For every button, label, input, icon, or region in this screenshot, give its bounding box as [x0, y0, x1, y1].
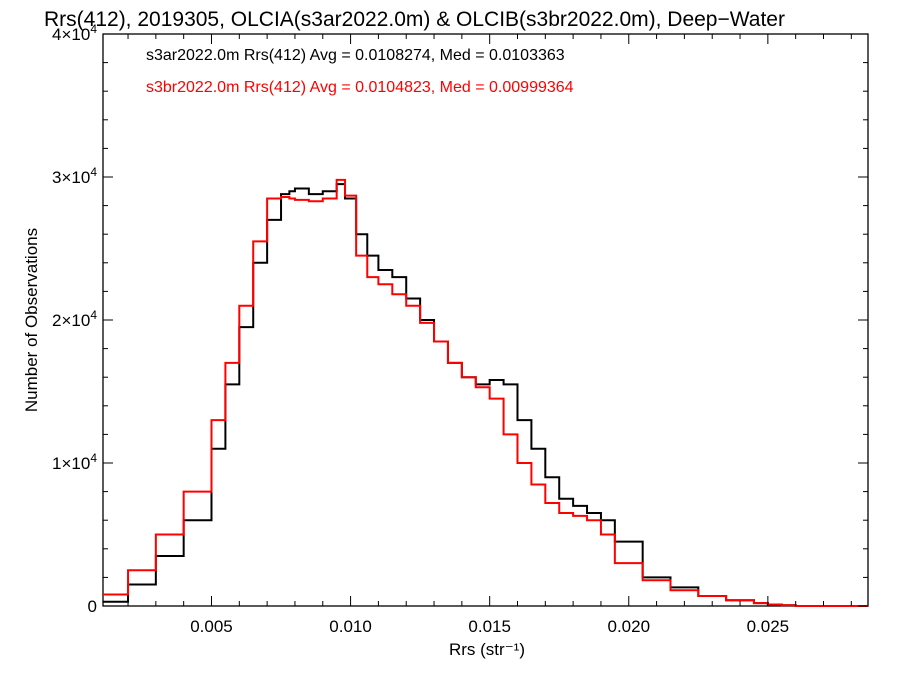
legend: s3ar2022.0m Rrs(412) Avg = 0.0108274, Me…	[146, 47, 574, 96]
chart-title: Rrs(412), 2019305, OLCIA(s3ar2022.0m) & …	[44, 8, 785, 31]
x-tick-label: 0.010	[329, 617, 372, 636]
legend-entry-s3ar: s3ar2022.0m Rrs(412) Avg = 0.0108274, Me…	[146, 47, 565, 64]
x-axis-label: Rrs (str⁻¹)	[449, 640, 525, 659]
y-tick-label: 0	[88, 597, 97, 616]
x-tick-label: 0.005	[190, 617, 233, 636]
x-tick-label: 0.025	[747, 617, 790, 636]
y-axis-label: Number of Observations	[22, 228, 41, 412]
plot-frame	[102, 33, 869, 607]
x-axis: 0.005 0.010 0.015 0.020 0.025	[127, 34, 852, 636]
y-tick-label: 2×104	[52, 308, 97, 330]
legend-entry-s3br: s3br2022.0m Rrs(412) Avg = 0.0104823, Me…	[146, 79, 574, 96]
x-tick-label: 0.020	[607, 617, 650, 636]
y-axis: 0 1×104 2×104 3×104 4×104	[52, 22, 868, 616]
y-tick-label: 4×104	[52, 22, 97, 44]
series-s3br-line	[103, 178, 868, 607]
series-s3ar-line	[103, 183, 868, 607]
plot-area	[102, 33, 869, 607]
y-tick-label: 1×104	[52, 451, 97, 473]
y-tick-label: 3×104	[52, 165, 97, 187]
x-tick-label: 0.015	[468, 617, 511, 636]
